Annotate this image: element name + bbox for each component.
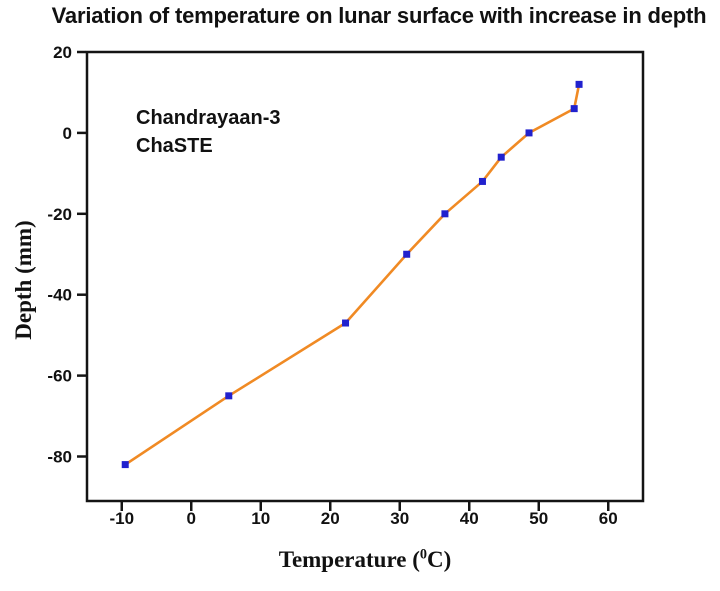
data-point-marker [478,177,486,185]
data-point-marker [121,461,129,469]
x-axis-tick-label: 20 [321,509,340,528]
y-axis-label-text: Depth (mm) [11,220,36,340]
y-axis-tick-label: -60 [47,367,72,386]
x-axis-tick-label: -10 [109,509,134,528]
chart-title: Variation of temperature on lunar surfac… [51,3,707,28]
annotation-line-instrument: ChaSTE [136,135,213,157]
annotation-line-mission: Chandrayaan-3 [136,107,281,129]
x-axis-tick-label: 40 [460,509,479,528]
x-axis-label-superscript: 0 [419,546,428,563]
data-point-marker [497,153,505,161]
data-point-marker [225,392,233,400]
x-axis-tick-label: 50 [529,509,548,528]
y-axis-tick-label: 20 [53,43,72,62]
y-axis-label: Depth (mm) [11,220,37,339]
temperature-profile-line [123,83,581,466]
data-point-marker [403,250,411,258]
y-axis-tick-label: -80 [47,448,72,467]
annotation-block: Chandrayaan-3 ChaSTE [136,104,281,160]
x-axis-label: Temperature (0C) [279,547,452,573]
x-axis-tick-label: 0 [187,509,196,528]
data-point-marker [441,210,449,218]
data-point-marker [570,105,578,113]
x-axis-tick-label: 60 [599,509,618,528]
x-axis-tick-label: 10 [251,509,270,528]
y-axis-tick-label: -20 [47,205,72,224]
x-axis-label-prefix: Temperature ( [278,547,420,572]
y-axis-tick-label: -40 [47,286,72,305]
data-point-marker [525,129,533,137]
y-axis-tick-label: 0 [63,124,72,143]
data-point-marker [575,80,583,88]
x-axis-tick-label: 30 [390,509,409,528]
plot-frame [85,50,645,503]
data-point-marker [342,319,350,327]
x-axis-label-suffix: C) [427,547,452,572]
